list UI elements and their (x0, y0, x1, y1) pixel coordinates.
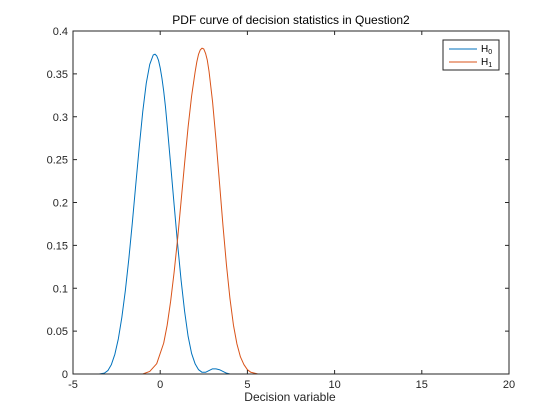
y-tick-label: 0.1 (53, 283, 68, 295)
legend-box (442, 39, 500, 71)
y-tick-label: 0.35 (47, 69, 68, 81)
y-tick-label: 0.4 (53, 26, 68, 38)
y-tick-label: 0.2 (53, 198, 68, 210)
plot-area (73, 31, 509, 374)
legend-label-h0: H0 (481, 44, 492, 56)
x-tick-label: 20 (503, 379, 515, 391)
x-axis-label: Decision variable (244, 390, 336, 404)
y-tick-label: 0.25 (47, 155, 68, 167)
y-tick-label: 0.15 (47, 240, 68, 252)
x-tick-label: 15 (416, 379, 428, 391)
y-tick-label: 0.05 (47, 326, 68, 338)
y-tick-label: 0.3 (53, 112, 68, 124)
y-axis: 0 0.05 0.1 0.15 0.2 0.25 0.3 0.35 0.4 (47, 26, 509, 381)
x-tick-label: 10 (328, 379, 340, 391)
x-axis: -5 0 5 10 15 20 (68, 31, 515, 391)
series-line-h0 (99, 53, 234, 375)
y-tick-label: 0 (62, 369, 68, 381)
series-line-h1 (142, 47, 262, 375)
x-tick-label: 0 (157, 379, 163, 391)
x-tick-label: -5 (68, 379, 78, 391)
legend-label-h1: H1 (481, 57, 492, 69)
chart-title: PDF curve of decision statistics in Ques… (172, 13, 410, 27)
x-tick-label: 5 (244, 379, 250, 391)
series-layer (99, 47, 262, 375)
legend: H0 H1 (442, 39, 500, 71)
